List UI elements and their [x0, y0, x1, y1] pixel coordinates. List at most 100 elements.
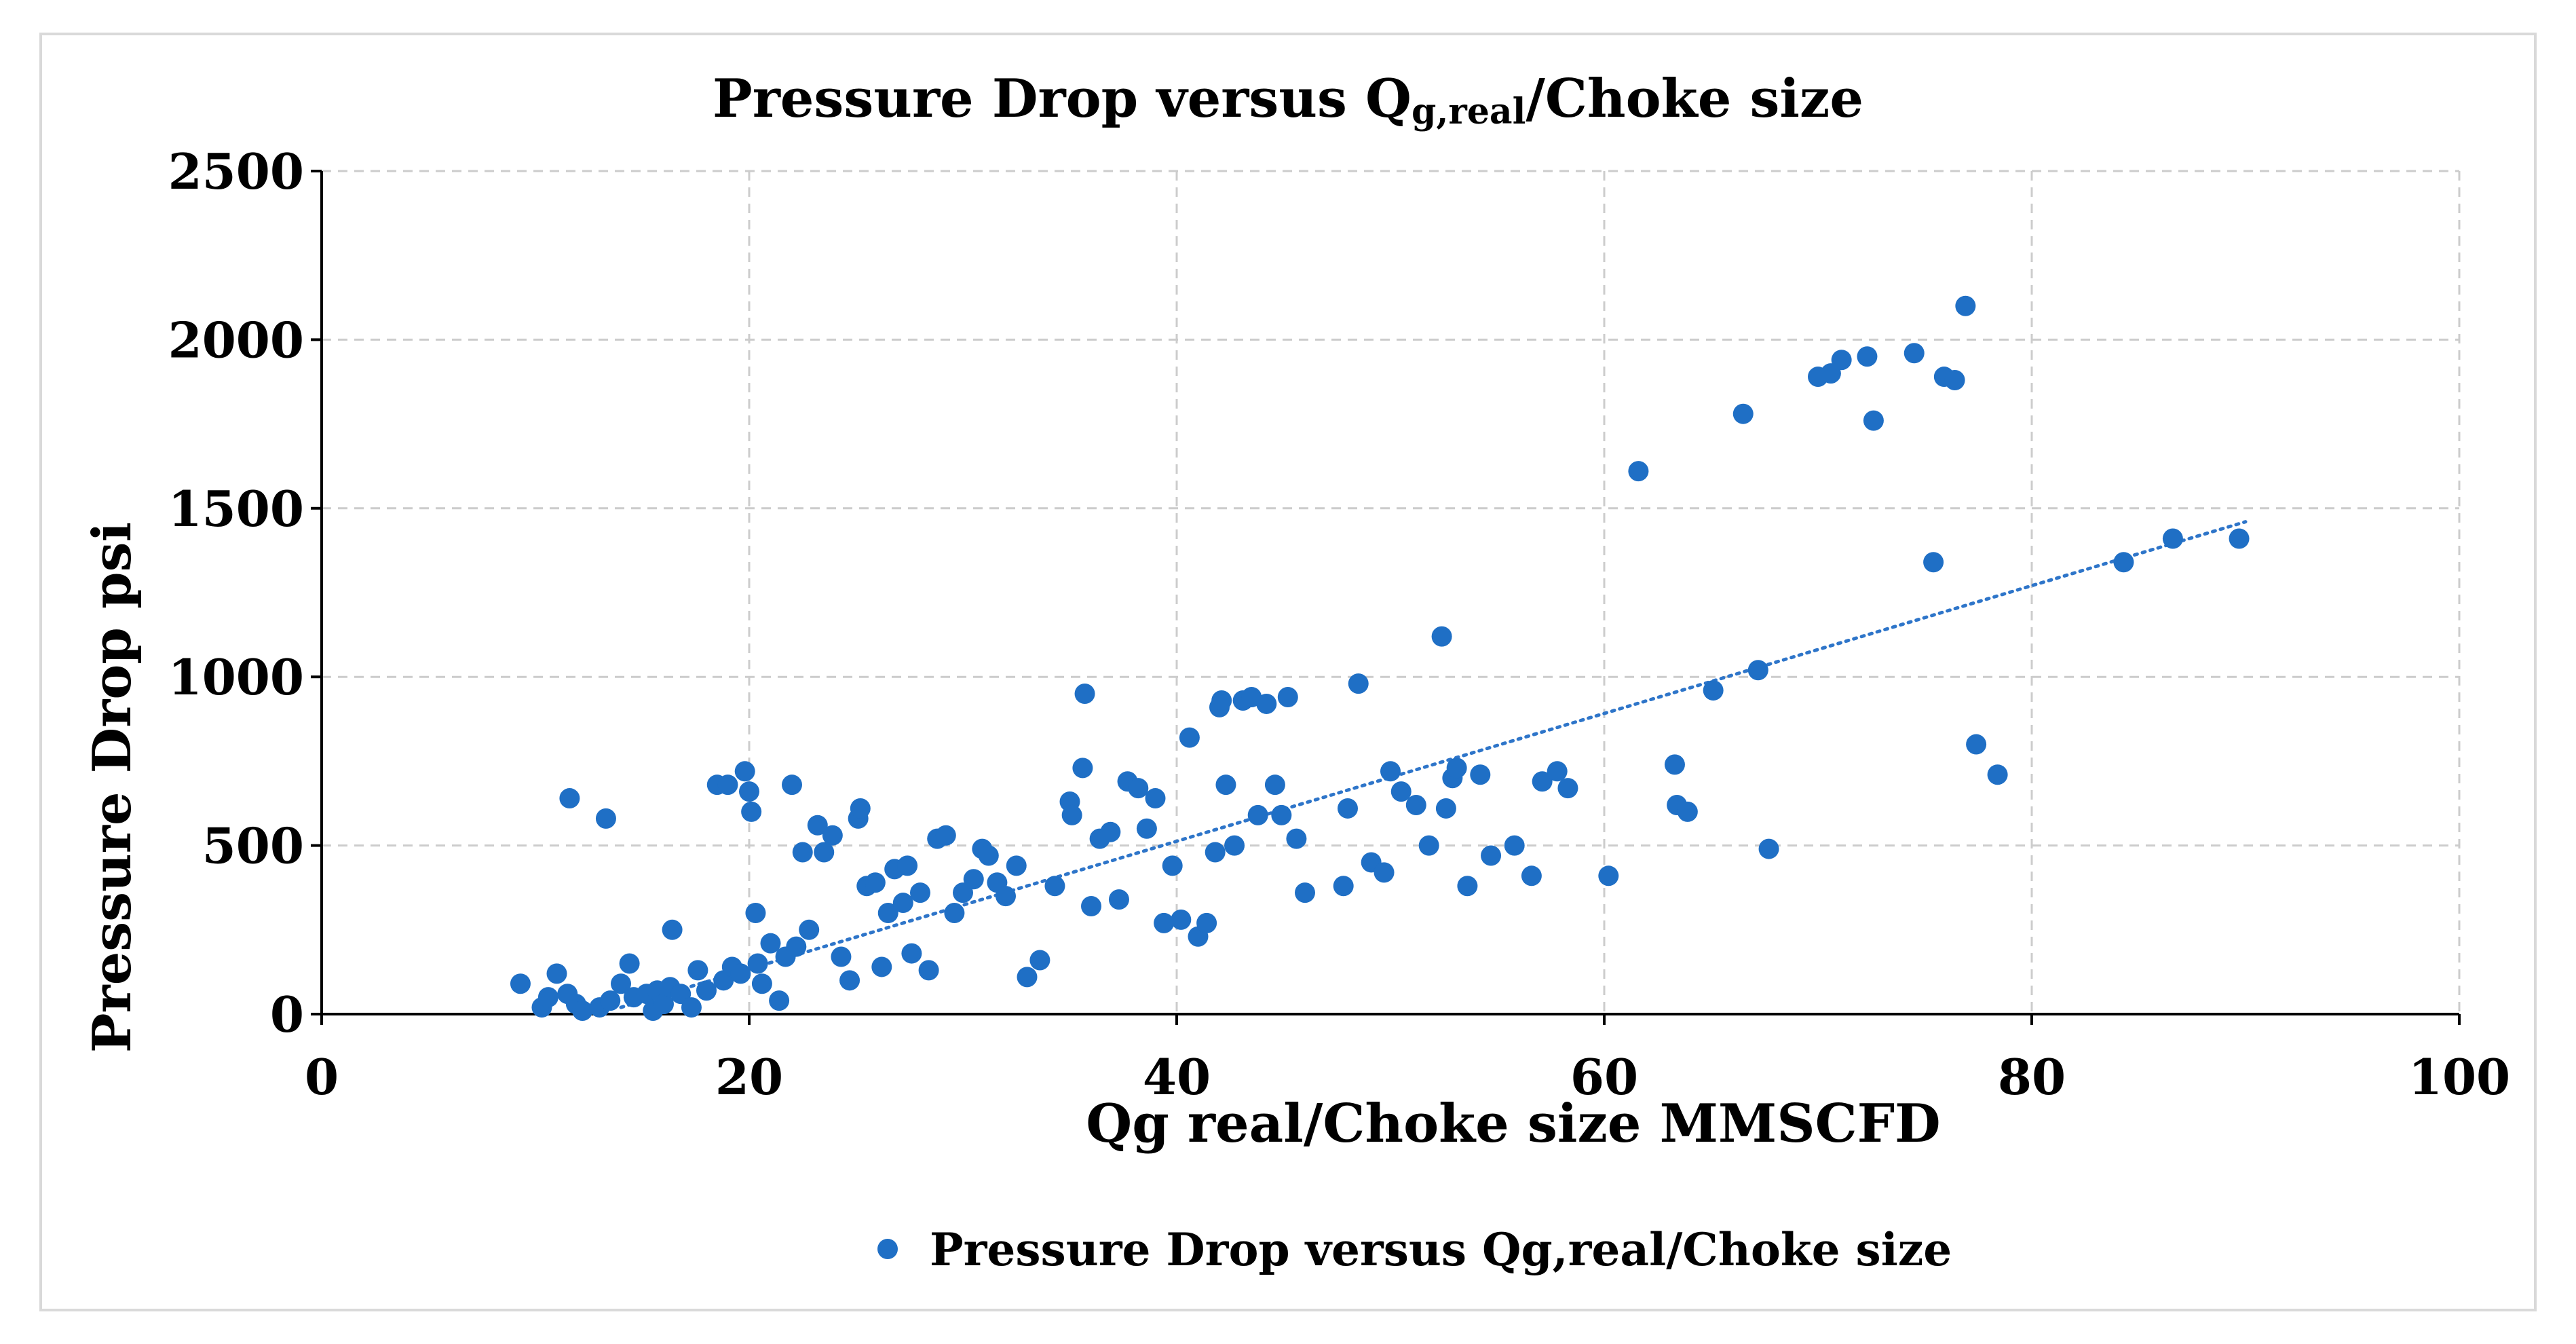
- data-point: [1532, 771, 1553, 792]
- tick-labels: 0 500 1000 1500 2000 2500 0 20 40 60 80 100: [168, 143, 2511, 1106]
- data-point: [1628, 461, 1649, 482]
- data-point: [1211, 690, 1232, 711]
- data-point: [1247, 804, 1268, 825]
- data-point: [734, 761, 755, 782]
- data-point: [1923, 552, 1944, 573]
- data-point: [996, 886, 1016, 907]
- data-point: [1418, 835, 1439, 856]
- data-point: [611, 973, 631, 994]
- y-axis-title: Pressure Drop psi: [81, 522, 143, 1053]
- data-point: [1987, 764, 2008, 785]
- data-point: [1955, 295, 1976, 316]
- x-tick-label: 100: [2408, 1048, 2510, 1106]
- data-point: [1154, 912, 1175, 933]
- chart-title-subscript: g,real: [1412, 91, 1526, 132]
- data-point: [978, 845, 999, 866]
- data-point: [1747, 660, 1768, 681]
- data-point: [730, 963, 751, 984]
- data-point: [1470, 764, 1491, 785]
- data-point: [1029, 950, 1050, 971]
- data-point: [1457, 876, 1478, 897]
- chart-title: Pressure Drop versus Qg,real/Choke size: [713, 68, 1863, 132]
- chart-title-suffix: /Choke size: [1526, 68, 1863, 130]
- data-point: [1547, 761, 1568, 782]
- data-point: [1677, 801, 1698, 822]
- data-point: [1338, 798, 1358, 819]
- data-point: [877, 902, 898, 923]
- data-point: [1405, 794, 1426, 815]
- chart-title-main: Pressure Drop versus Q: [713, 68, 1412, 130]
- data-point: [1196, 912, 1217, 933]
- data-point: [1703, 680, 1724, 701]
- x-axis-title: Qg real/Choke size MMSCFD: [1086, 1093, 1940, 1155]
- data-point: [1435, 798, 1456, 819]
- data-point: [850, 798, 871, 819]
- data-point: [537, 987, 558, 1008]
- data-point: [782, 774, 802, 796]
- data-point: [2162, 528, 2183, 549]
- legend-label: Pressure Drop versus Qg,real/Choke size: [930, 1223, 1952, 1276]
- data-point: [1215, 774, 1236, 796]
- data-point: [1271, 804, 1292, 825]
- data-point: [595, 808, 616, 829]
- data-point: [831, 946, 852, 967]
- data-point: [654, 994, 674, 1015]
- data-point: [1100, 821, 1121, 842]
- data-point: [871, 956, 892, 977]
- data-point: [600, 990, 621, 1011]
- data-point: [751, 973, 772, 994]
- data-point: [1128, 778, 1149, 799]
- data-point: [935, 825, 956, 846]
- data-point: [681, 997, 702, 1018]
- data-point: [1863, 410, 1884, 431]
- chart-frame: Pressure Drop versus Qg,real/Choke size …: [39, 33, 2537, 1311]
- data-point: [786, 936, 807, 957]
- legend: Pressure Drop versus Qg,real/Choke size: [877, 1223, 1952, 1276]
- data-point: [799, 919, 820, 940]
- data-point: [687, 960, 708, 981]
- legend-marker: [877, 1239, 898, 1259]
- data-points: [510, 295, 2250, 1022]
- data-point: [1504, 835, 1525, 856]
- data-point: [1857, 346, 1878, 367]
- data-point: [696, 980, 717, 1001]
- x-tick-label: 60: [1570, 1048, 1638, 1106]
- data-point: [792, 842, 813, 863]
- data-point: [1664, 754, 1685, 775]
- data-point: [839, 970, 860, 991]
- data-point: [897, 855, 918, 876]
- y-tick-label: 500: [202, 817, 304, 875]
- data-point: [1758, 838, 1779, 859]
- data-point: [769, 990, 790, 1011]
- data-point: [944, 902, 965, 923]
- data-point: [1295, 882, 1315, 903]
- data-point: [901, 943, 922, 964]
- data-point: [1598, 865, 1619, 886]
- data-point: [546, 963, 567, 984]
- data-point: [739, 781, 759, 802]
- data-point: [1966, 734, 1987, 755]
- data-point: [662, 919, 683, 940]
- data-point: [1108, 889, 1129, 910]
- data-point: [619, 953, 640, 974]
- data-point: [1732, 403, 1754, 424]
- data-point: [1446, 758, 1467, 779]
- data-point: [2113, 552, 2134, 573]
- data-point: [1171, 909, 1192, 930]
- x-tick-label: 0: [305, 1048, 339, 1106]
- data-point: [1061, 804, 1082, 825]
- data-point: [1286, 828, 1307, 849]
- data-point: [865, 872, 886, 893]
- data-point: [1831, 350, 1852, 371]
- data-point: [1136, 818, 1157, 839]
- data-point: [572, 1001, 593, 1022]
- data-point: [822, 825, 843, 846]
- data-point: [1145, 788, 1166, 809]
- y-tick-label: 2500: [168, 143, 304, 200]
- y-tick-label: 1000: [168, 648, 304, 706]
- data-point: [1256, 693, 1277, 714]
- data-point: [1348, 673, 1369, 694]
- data-point: [892, 893, 913, 914]
- gridlines: [322, 170, 2461, 1014]
- data-point: [745, 902, 766, 923]
